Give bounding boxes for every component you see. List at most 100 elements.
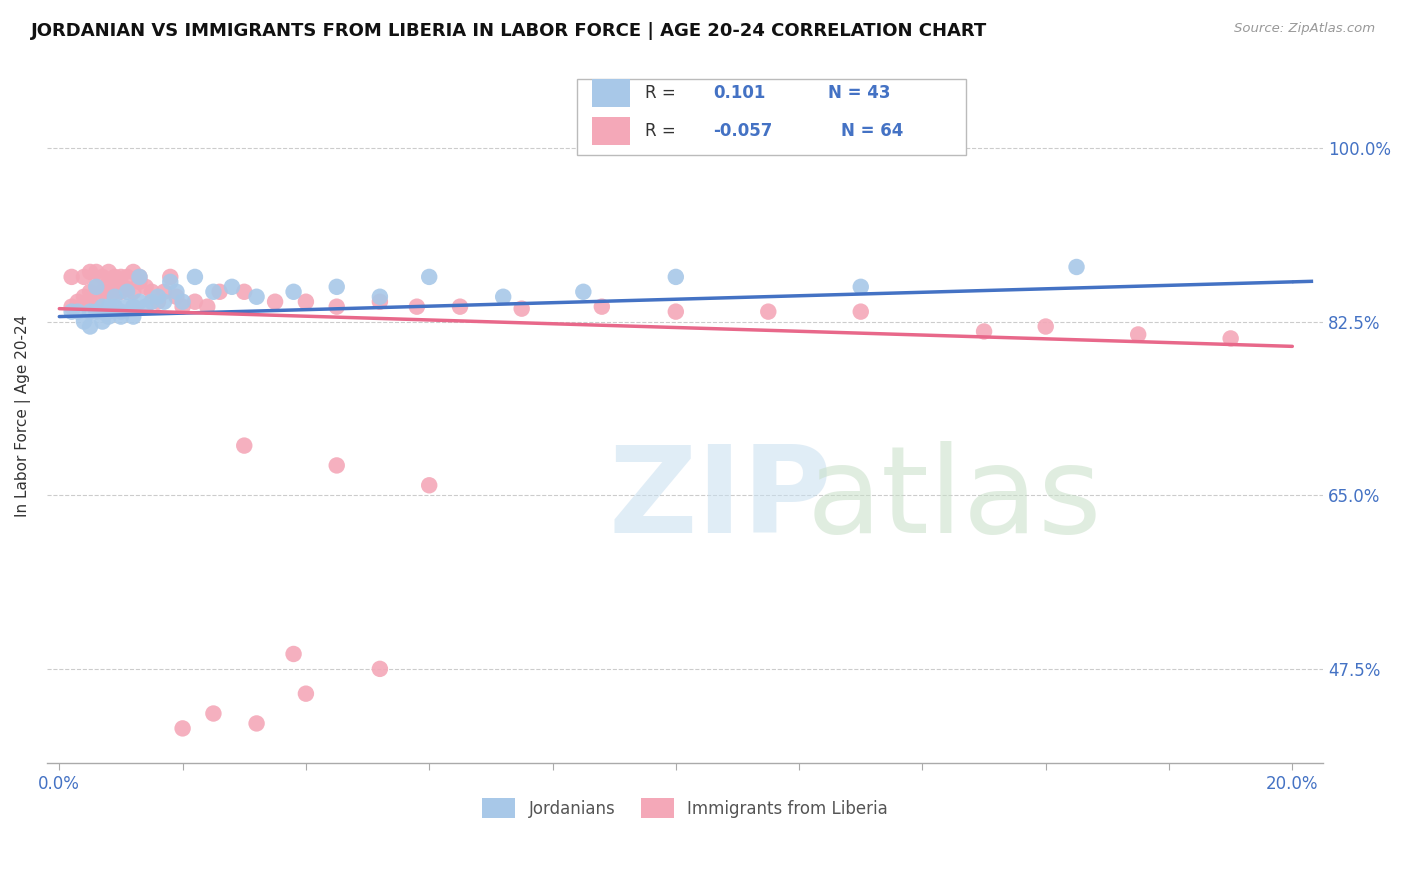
Point	[1066, 260, 1088, 274]
Point	[79, 265, 101, 279]
Point	[159, 269, 181, 284]
Text: -0.057: -0.057	[713, 122, 772, 140]
Point	[122, 300, 145, 314]
Point	[91, 304, 114, 318]
Point	[91, 285, 114, 299]
Point	[84, 280, 107, 294]
FancyBboxPatch shape	[576, 78, 966, 155]
Point	[115, 300, 138, 314]
Point	[153, 294, 176, 309]
Text: N = 43: N = 43	[828, 84, 890, 102]
Point	[665, 304, 688, 318]
Point	[141, 294, 163, 309]
Point	[84, 294, 107, 309]
Point	[153, 285, 176, 299]
Point	[172, 300, 194, 314]
Point	[172, 722, 194, 736]
Point	[141, 285, 163, 299]
Point	[110, 269, 132, 284]
Point	[60, 269, 83, 284]
Point	[97, 304, 120, 318]
Point	[115, 285, 138, 299]
Point	[97, 275, 120, 289]
Point	[73, 290, 96, 304]
Text: atlas: atlas	[806, 441, 1102, 558]
Point	[849, 304, 872, 318]
Point	[104, 280, 127, 294]
Point	[122, 310, 145, 324]
Point	[221, 280, 243, 294]
Point	[368, 294, 391, 309]
Point	[110, 304, 132, 318]
Point	[73, 314, 96, 328]
Point	[91, 300, 114, 314]
Point	[418, 269, 440, 284]
Point	[97, 310, 120, 324]
Point	[245, 290, 267, 304]
Text: 0.101: 0.101	[713, 84, 765, 102]
Point	[84, 304, 107, 318]
Point	[172, 294, 194, 309]
Text: JORDANIAN VS IMMIGRANTS FROM LIBERIA IN LABOR FORCE | AGE 20-24 CORRELATION CHAR: JORDANIAN VS IMMIGRANTS FROM LIBERIA IN …	[31, 22, 987, 40]
Point	[165, 290, 187, 304]
Point	[97, 265, 120, 279]
Point	[79, 294, 101, 309]
Point	[665, 269, 688, 284]
Point	[1219, 331, 1241, 345]
Point	[756, 304, 779, 318]
Point	[202, 706, 225, 721]
Point	[283, 647, 305, 661]
Text: R =: R =	[645, 84, 676, 102]
Point	[79, 304, 101, 318]
Point	[73, 269, 96, 284]
Point	[66, 304, 89, 318]
Point	[295, 294, 318, 309]
Point	[128, 275, 150, 289]
Point	[97, 285, 120, 299]
Point	[405, 300, 427, 314]
Point	[60, 304, 83, 318]
Point	[66, 294, 89, 309]
Point	[60, 300, 83, 314]
Point	[325, 280, 347, 294]
Point	[128, 294, 150, 309]
Point	[146, 290, 169, 304]
Point	[368, 290, 391, 304]
Point	[115, 282, 138, 296]
Point	[79, 285, 101, 299]
Bar	[592, 78, 630, 107]
Point	[110, 280, 132, 294]
Point	[91, 285, 114, 299]
Point	[973, 325, 995, 339]
Point	[135, 280, 157, 294]
Point	[233, 439, 256, 453]
Point	[84, 265, 107, 279]
Point	[245, 716, 267, 731]
Point	[184, 294, 207, 309]
Point	[233, 285, 256, 299]
Point	[492, 290, 515, 304]
Point	[110, 285, 132, 299]
Point	[295, 687, 318, 701]
Y-axis label: In Labor Force | Age 20-24: In Labor Force | Age 20-24	[15, 315, 31, 517]
Point	[104, 290, 127, 304]
Point	[91, 314, 114, 328]
Point	[159, 275, 181, 289]
Point	[849, 280, 872, 294]
Point	[97, 300, 120, 314]
Point	[449, 300, 471, 314]
Point	[84, 280, 107, 294]
Text: Source: ZipAtlas.com: Source: ZipAtlas.com	[1234, 22, 1375, 36]
Point	[418, 478, 440, 492]
Text: N = 64: N = 64	[841, 122, 903, 140]
Point	[104, 285, 127, 299]
Legend: Jordanians, Immigrants from Liberia: Jordanians, Immigrants from Liberia	[475, 792, 894, 824]
Point	[122, 285, 145, 299]
Point	[128, 269, 150, 284]
Point	[195, 300, 218, 314]
Point	[1128, 327, 1150, 342]
Point	[591, 300, 613, 314]
Point	[208, 285, 231, 299]
Point	[368, 662, 391, 676]
Point	[325, 458, 347, 473]
